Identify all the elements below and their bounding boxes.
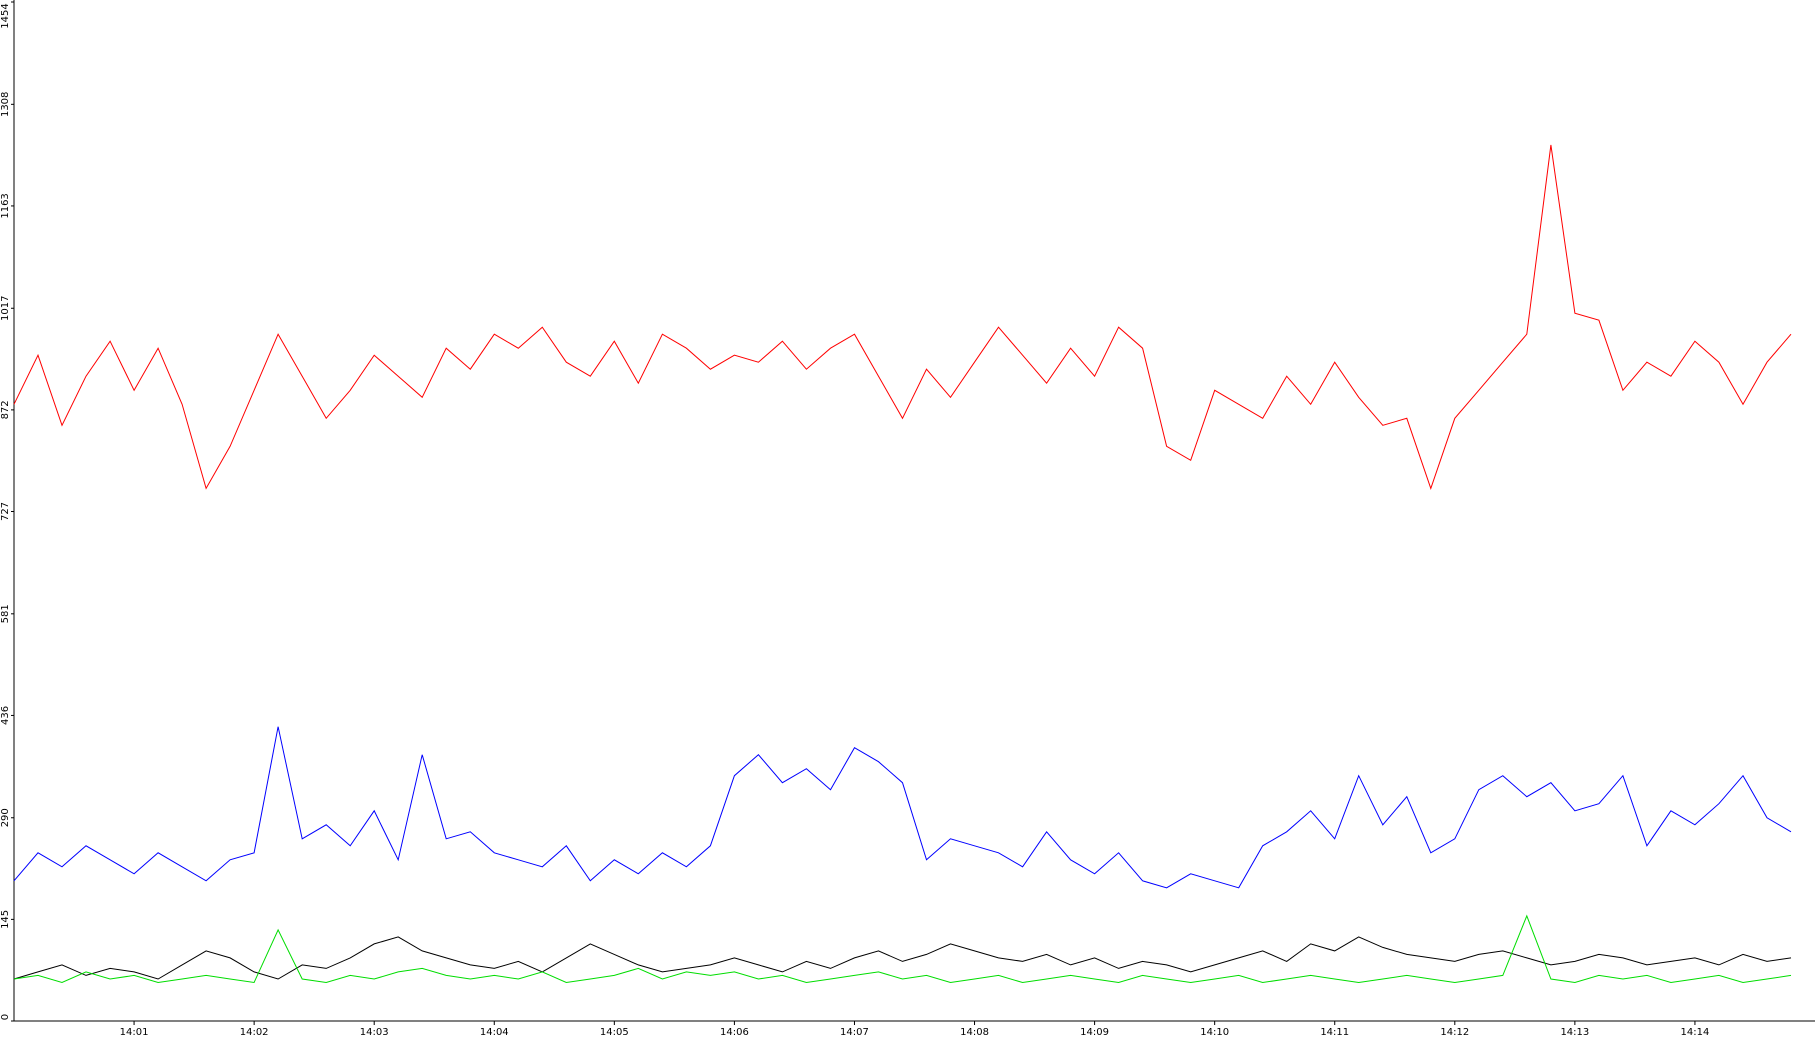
x-tick-label: 14:01 xyxy=(120,1027,149,1038)
x-tick-label: 14:12 xyxy=(1440,1027,1469,1038)
x-tick-label: 14:07 xyxy=(840,1027,869,1038)
x-tick-label: 14:03 xyxy=(360,1027,389,1038)
x-tick-label: 14:06 xyxy=(720,1027,749,1038)
series-line xyxy=(13,936,1792,980)
y-tick-label: 1308 xyxy=(0,92,11,117)
x-tick-label: 14:02 xyxy=(240,1027,269,1038)
x-tick-label: 14:11 xyxy=(1320,1027,1349,1038)
y-tick-label: 581 xyxy=(0,604,11,623)
y-tick-label: 727 xyxy=(0,502,11,521)
x-tick-label: 14:09 xyxy=(1080,1027,1109,1038)
y-tick-label: 1017 xyxy=(0,296,11,321)
y-tick-label: 1454 xyxy=(0,3,11,28)
x-tick-label: 14:14 xyxy=(1681,1027,1710,1038)
x-tick-label: 14:13 xyxy=(1560,1027,1589,1038)
x-tick-label: 14:05 xyxy=(600,1027,629,1038)
x-tick-label: 14:04 xyxy=(480,1027,509,1038)
y-tick-label: 436 xyxy=(0,706,11,725)
x-tick-label: 14:08 xyxy=(960,1027,989,1038)
series-line xyxy=(13,914,1792,984)
y-tick-label: 290 xyxy=(0,808,11,827)
series-line xyxy=(13,144,1792,490)
x-tick-label: 14:10 xyxy=(1200,1027,1229,1038)
y-tick-label: 1163 xyxy=(0,193,11,218)
y-tick-label: 145 xyxy=(0,910,11,929)
y-tick-label: 872 xyxy=(0,400,11,419)
series-line xyxy=(13,726,1792,889)
y-tick-label: 0 xyxy=(0,1014,11,1020)
